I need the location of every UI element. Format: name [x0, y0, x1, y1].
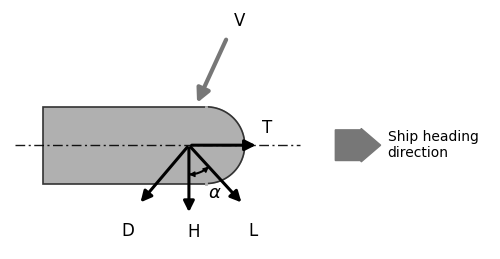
Text: D: D — [121, 222, 134, 240]
Text: H: H — [188, 223, 200, 241]
Text: $\alpha$: $\alpha$ — [208, 184, 222, 202]
Text: V: V — [234, 12, 245, 30]
Text: Ship heading
direction: Ship heading direction — [388, 130, 478, 160]
FancyArrow shape — [336, 128, 380, 162]
Text: L: L — [248, 222, 258, 240]
Text: T: T — [262, 119, 272, 137]
Bar — [42, 107, 206, 184]
Polygon shape — [206, 107, 244, 184]
